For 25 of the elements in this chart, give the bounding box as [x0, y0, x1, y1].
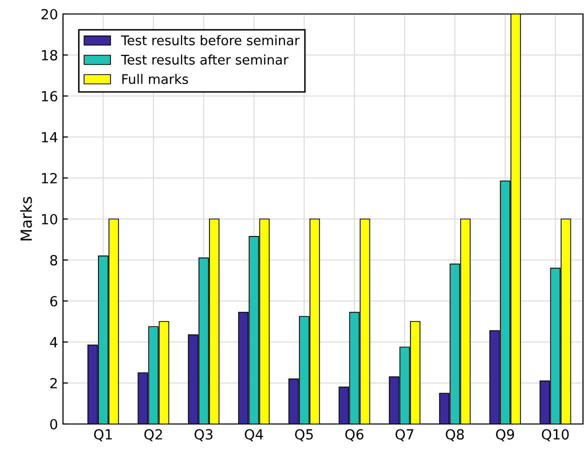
x-tick-label: Q3 [194, 429, 212, 442]
y-tick-label: 0 [50, 418, 58, 430]
y-tick-label: 10 [42, 214, 58, 224]
x-tick-label: Q1 [94, 429, 112, 442]
y-tick-label: 4 [50, 337, 58, 348]
x-tick-label: Q5 [295, 429, 313, 442]
y-tick-label: 16 [42, 90, 58, 102]
y-tick-label: 8 [50, 254, 58, 266]
y-tick-label: 6 [50, 296, 58, 306]
x-tick-label: Q4 [244, 429, 264, 442]
y-tick-label: 18 [42, 50, 58, 60]
x-tick-label: Q6 [345, 429, 364, 442]
y-tick-label: 14 [42, 132, 58, 142]
y-tick-label: 2 [50, 378, 57, 388]
x-tick-label: Q9 [496, 429, 514, 442]
y-tick-label: 20 [41, 8, 58, 20]
x-tick-label: Q10 [542, 429, 569, 442]
x-tick-label: Q2 [144, 429, 162, 442]
legend-label: Full marks [122, 74, 188, 84]
x-tick-label: Q7 [396, 429, 414, 442]
legend-label: Test results after seminar [121, 54, 288, 65]
legend-label: Test results before seminar [121, 35, 300, 46]
y-axis-title: Marks [20, 196, 32, 240]
x-tick-label: Q8 [446, 429, 464, 442]
y-tick-label: 12 [42, 172, 57, 184]
